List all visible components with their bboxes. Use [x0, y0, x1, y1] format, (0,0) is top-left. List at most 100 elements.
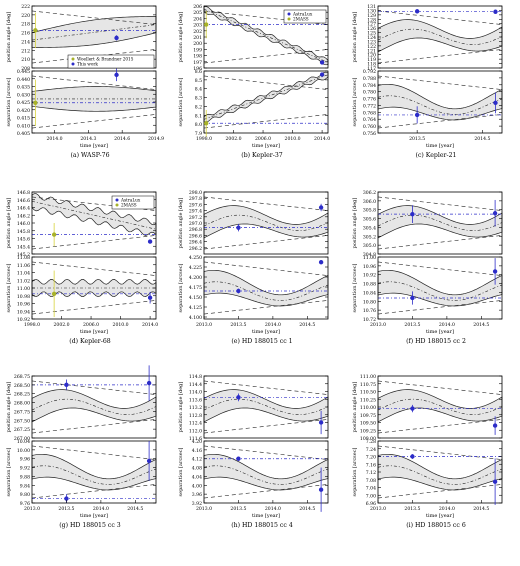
y-tick-label: 210: [21, 57, 30, 63]
y-axis-label: separation [arcsec]: [6, 264, 12, 313]
y-tick-label: 10.84: [363, 290, 376, 296]
legend-label: This work: [77, 62, 98, 67]
x-axis-label: time [year]: [80, 143, 108, 149]
y-tick-label: 267.00: [14, 436, 30, 442]
y-tick-label: 123: [367, 39, 376, 45]
x-tick-label: 2014.9: [148, 136, 164, 142]
data-point: [236, 288, 241, 294]
data-point: [318, 487, 324, 492]
y-tick-label: 10.94: [17, 309, 30, 315]
x-tick-label: 2002.0: [53, 322, 69, 328]
y-tick-label: 267.75: [14, 409, 30, 415]
y-tick-label: 0.420: [17, 108, 30, 114]
data-point: [147, 239, 153, 244]
y-tick-label: 206: [193, 4, 202, 10]
data-point: [236, 225, 241, 230]
x-tick-label: 2014.0: [265, 322, 281, 328]
y-tick-label: 10.92: [363, 273, 376, 279]
data-point: [146, 380, 152, 386]
x-tick-label: 2014.0: [47, 136, 63, 142]
y-tick-label: 212: [21, 48, 30, 54]
model-midline: [377, 465, 503, 485]
x-axis-label: time [year]: [252, 513, 280, 519]
axes-frame: [203, 70, 329, 134]
x-tick-label: 2013.5: [230, 322, 246, 328]
model-band: [203, 453, 329, 491]
y-tick-label: 131: [367, 4, 376, 10]
x-tick-label: 2013.5: [58, 506, 74, 512]
panel-c: 1171181191201211221231241251261271281291…: [352, 4, 503, 159]
y-tick-label: 0.776: [363, 97, 376, 103]
legend-label: AstraLux: [292, 12, 313, 17]
panel-e: 296.2296.4296.6296.8297.0297.2297.4297.6…: [178, 190, 329, 345]
data-point: [318, 420, 324, 425]
legend-marker: [115, 203, 119, 207]
y-tick-label: 218: [21, 22, 30, 28]
y-tick-label: 114.8: [189, 374, 202, 380]
y-tick-label: 146.2: [17, 213, 30, 219]
data-point: [236, 456, 241, 461]
position-angle-subplot: 1171181191201211221231241251261271281291…: [352, 4, 503, 72]
y-tick-label: 298.0: [189, 190, 202, 196]
y-axis-label: separation [arcsec]: [6, 448, 12, 497]
y-tick-label: 109.50: [360, 421, 376, 427]
y-tick-label: 10.80: [363, 299, 376, 305]
legend-marker: [115, 198, 119, 202]
data-point: [319, 72, 325, 77]
x-tick-label: 2013.5: [404, 322, 420, 328]
y-tick-label: 128: [367, 17, 376, 23]
y-tick-label: 0.788: [363, 76, 376, 82]
data-point: [147, 295, 153, 300]
y-tick-label: 124: [367, 35, 376, 41]
data-point: [146, 458, 152, 464]
panel-caption: (c) Kepler-21: [416, 152, 457, 159]
y-tick-label: 267.50: [14, 418, 30, 424]
y-tick-label: 8.3: [195, 96, 202, 102]
envelope-lower: [377, 419, 503, 434]
y-tick-label: 203: [193, 23, 202, 29]
y-tick-label: 145.6: [17, 237, 30, 243]
y-tick-label: 11.00: [363, 255, 376, 261]
x-tick-label: 2014.3: [80, 136, 96, 142]
y-tick-label: 4.04: [192, 474, 202, 480]
model-midline: [203, 74, 329, 120]
model-midline: [377, 95, 503, 115]
y-tick-label: 0.410: [17, 123, 30, 129]
y-tick-label: 268.00: [14, 401, 30, 407]
y-tick-label: 214: [21, 39, 30, 45]
y-axis-label: separation [arcsec]: [352, 448, 358, 497]
y-tick-label: 122: [367, 44, 376, 50]
data-point: [114, 72, 119, 78]
model-midline: [31, 201, 157, 230]
y-tick-label: 267.25: [14, 427, 30, 433]
data-point: [318, 260, 324, 265]
axes-frame: [31, 375, 157, 439]
legend-marker: [71, 57, 75, 61]
envelope-lower: [203, 419, 329, 434]
y-tick-label: 4.16: [192, 448, 202, 454]
panel-f: 304.8 305.0 305.2 305.4 305.6 305.8 306.0 306.2…: [352, 190, 503, 345]
y-tick-label: 4.225: [189, 265, 202, 271]
legend-label: 2MASS: [121, 203, 137, 208]
position-angle-subplot: 267.00 267.25 267.50 267.75 268.00 268.25 268.…: [6, 365, 157, 442]
legend-label: Woellert & Brandner 2015: [77, 57, 134, 62]
y-tick-label: 0.756: [363, 131, 376, 137]
y-tick-label: 112.8: [189, 413, 202, 419]
y-tick-label: 4.125: [189, 305, 202, 311]
y-tick-label: 4.150: [189, 295, 202, 301]
model-midline: [203, 8, 329, 63]
x-tick-label: 2006.0: [83, 322, 99, 328]
y-tick-label: 305.8: [363, 208, 376, 214]
x-axis-label: time [year]: [80, 329, 108, 335]
y-tick-label: 0.425: [17, 100, 30, 106]
y-tick-label: 112.0: [189, 428, 202, 434]
y-tick-label: 297.6: [189, 202, 202, 208]
model-midline: [31, 398, 157, 415]
x-tick-label: 2010.0: [285, 136, 301, 142]
y-tick-label: 11.08: [17, 255, 30, 261]
y-tick-label: 0.768: [363, 110, 376, 116]
legend-marker: [287, 12, 291, 16]
y-tick-label: 4.20: [192, 439, 202, 445]
y-tick-label: 130: [367, 8, 376, 14]
